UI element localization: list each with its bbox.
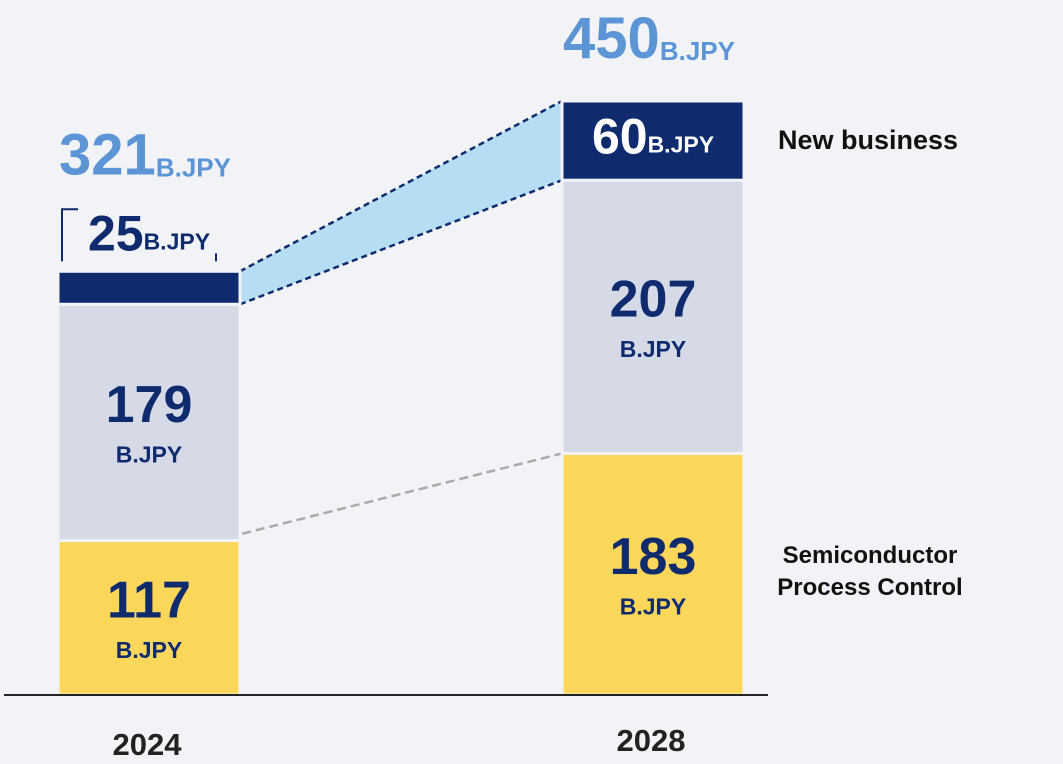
value-label: 183 [610, 528, 697, 586]
value-label: 179 [106, 376, 193, 434]
bar-segment [56, 269, 242, 306]
bar-segment [560, 99, 746, 182]
total-label: 450B.JPY [563, 6, 735, 71]
value-number: 25 [88, 205, 144, 261]
bracket [61, 208, 217, 262]
value-unit: B.JPY [144, 228, 210, 254]
bar-segment [56, 302, 242, 543]
x-tick-label: 2024 [113, 727, 183, 762]
legend-new-business: New business [778, 125, 959, 155]
x-tick-label: 2028 [617, 723, 686, 758]
value-unit: B.JPY [648, 132, 714, 158]
value-label: 117 [107, 572, 191, 630]
value-unit: B.JPY [116, 441, 182, 467]
value-unit: B.JPY [620, 593, 686, 619]
value-label: 207 [610, 271, 697, 329]
value-label: 60B.JPY [592, 109, 714, 165]
value-unit: B.JPY [620, 336, 686, 362]
legend-semiconductor: Semiconductor Process Control [777, 542, 963, 601]
total-label: 321B.JPY [59, 123, 231, 188]
total-number: 450 [563, 6, 660, 71]
total-unit: B.JPY [660, 36, 735, 66]
value-label: 25B.JPY [88, 205, 210, 261]
total-number: 321 [59, 123, 156, 188]
base-dash [214, 452, 563, 542]
value-number: 60 [592, 109, 648, 165]
growth-dash [239, 99, 563, 273]
total-unit: B.JPY [156, 152, 231, 182]
bar-segment [560, 451, 746, 697]
growth-dash [239, 179, 563, 306]
value-unit: B.JPY [116, 637, 182, 663]
growth-band [240, 101, 562, 305]
